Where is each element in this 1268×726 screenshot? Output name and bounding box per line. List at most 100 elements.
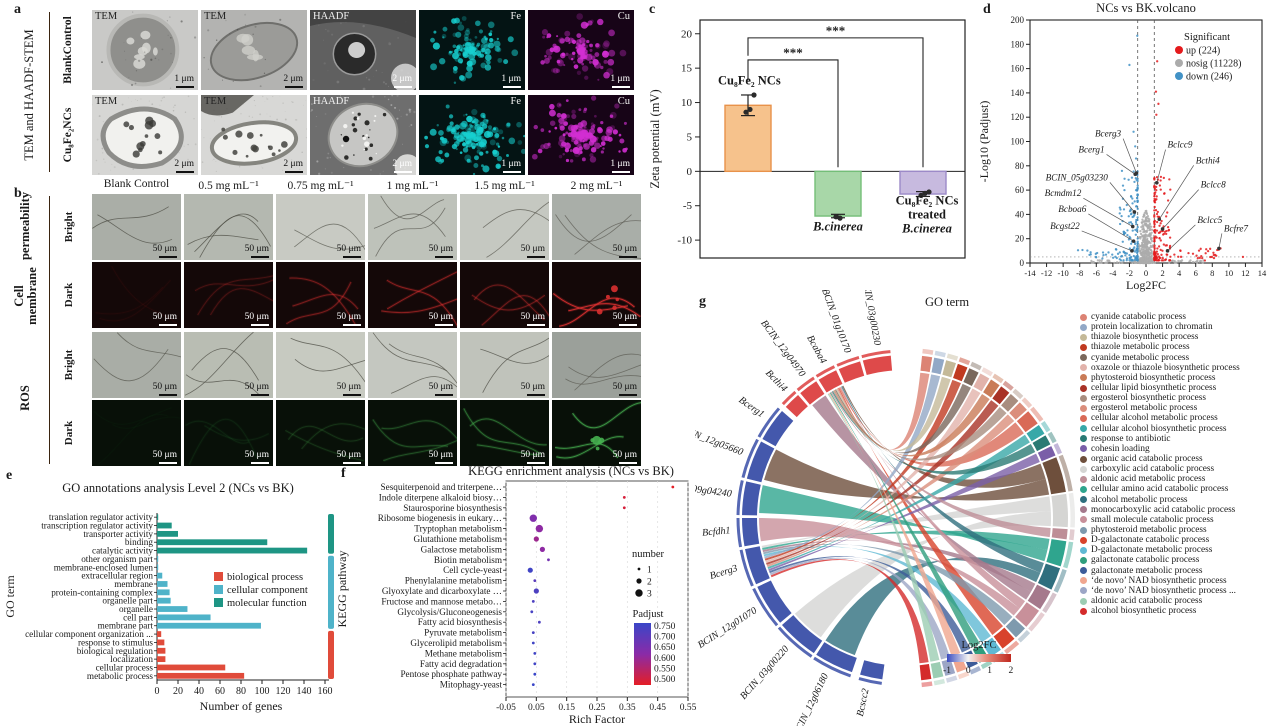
- go-legend-label: cyanide metabolic process: [1091, 352, 1190, 363]
- go-legend-label: galactonate catabolic process: [1091, 555, 1200, 566]
- svg-text:Pyruvate metabolism: Pyruvate metabolism: [424, 628, 502, 638]
- chord-gene-label: Bcthi4: [763, 368, 789, 394]
- svg-text:KEGG enrichment analysis (NCs: KEGG enrichment analysis (NCs vs BK): [468, 465, 674, 478]
- micro-image: 50 μm: [460, 262, 549, 328]
- scale-bar: 50 μm: [337, 312, 361, 326]
- column-header: 0.5 mg mL⁻¹: [198, 180, 259, 192]
- svg-text:Bclcc9: Bclcc9: [1168, 140, 1193, 150]
- svg-text:protein-containing complex: protein-containing complex: [51, 587, 153, 597]
- scale-bar-line: [435, 393, 453, 396]
- go-legend-item: protein localization to chromatin: [1080, 322, 1268, 332]
- svg-text:Bcmdm12: Bcmdm12: [1045, 188, 1082, 198]
- micro-image: HAADF 2 μm: [310, 10, 416, 90]
- micro-image: 50 μm: [92, 400, 181, 466]
- svg-text:140: 140: [1011, 88, 1025, 98]
- go-legend-item: D-galactonate metabolic process: [1080, 545, 1268, 555]
- svg-text:***: ***: [783, 45, 803, 60]
- svg-text:0.15: 0.15: [558, 703, 575, 713]
- go-legend-label: thiazole biosynthetic process: [1091, 332, 1199, 343]
- kegg-dot: [539, 546, 545, 552]
- chord-gene-label: BCIN_12g06180: [791, 672, 831, 726]
- go-legend-item: galactonate metabolic process: [1080, 566, 1268, 576]
- go-bar: [157, 547, 308, 554]
- svg-text:Bcthi4: Bcthi4: [1196, 155, 1220, 165]
- svg-text:extracellular region: extracellular region: [81, 571, 153, 581]
- volcano-plot: NCs vs BK.volcano02040608010012014016018…: [977, 1, 1267, 292]
- svg-text:up (224): up (224): [1186, 46, 1220, 57]
- chord-ribbon: [829, 392, 980, 648]
- go-bar: [157, 581, 168, 587]
- scale-bar: 50 μm: [521, 244, 545, 258]
- scale-bar: 50 μm: [337, 382, 361, 396]
- svg-text:GO annotations analysis Level: GO annotations analysis Level 2 (NCs vs …: [62, 481, 294, 495]
- micro-tag: Cu: [617, 11, 630, 22]
- panel-b-divider: [49, 196, 51, 464]
- svg-text:localization: localization: [110, 654, 153, 664]
- micrograph-bright: [276, 332, 365, 398]
- go-legend-label: cellular alcohol metabolic process: [1091, 413, 1218, 424]
- svg-text:0.700: 0.700: [654, 633, 676, 643]
- scale-text: 50 μm: [520, 382, 545, 392]
- scale-bar: 2 μm: [392, 74, 412, 88]
- scale-text: 50 μm: [612, 244, 637, 254]
- micro-image: TEM 2 μm: [201, 95, 307, 175]
- micrograph-dark-green: [276, 400, 365, 466]
- go-legend-dot-icon: [1080, 414, 1087, 422]
- chord-ribbon: [832, 390, 1007, 461]
- svg-text:80: 80: [1015, 161, 1025, 171]
- kegg-dot: [533, 652, 537, 655]
- panel-b-row-label: Bright: [63, 211, 76, 243]
- panel-g-letter: g: [699, 294, 706, 309]
- svg-text:organelle part: organelle part: [102, 596, 153, 606]
- chord-ribbon: [769, 557, 950, 660]
- micrograph-dark-green: [368, 400, 457, 466]
- micrograph-bright: [184, 332, 273, 398]
- scale-bar-line: [343, 255, 361, 258]
- micro-tag: TEM: [95, 96, 118, 107]
- go-legend-item: cellular alcohol metabolic process: [1080, 413, 1268, 423]
- go-bar: [157, 522, 172, 529]
- go-legend-label: cellular alcohol biosynthetic process: [1091, 423, 1227, 434]
- svg-text:organelle: organelle: [119, 604, 153, 614]
- scale-bar: 2 μm: [174, 159, 194, 173]
- svg-text:0.05: 0.05: [528, 703, 545, 713]
- micro-image: 50 μm: [276, 194, 365, 260]
- svg-text:Glycolysis/Gluconeogenesis: Glycolysis/Gluconeogenesis: [397, 607, 502, 617]
- go-legend-dot-icon: [1080, 496, 1087, 504]
- go-legend-label: D-galactonate catabolic process: [1091, 535, 1210, 546]
- scale-bar-line: [503, 170, 521, 173]
- svg-text:0: 0: [1020, 258, 1025, 268]
- micrograph-dark-green: [184, 400, 273, 466]
- go-bar: [157, 514, 159, 521]
- svg-text:0: 0: [966, 666, 971, 676]
- svg-text:nosig (11228): nosig (11228): [1186, 59, 1241, 70]
- panel-b-row-label: Dark: [63, 282, 76, 308]
- scale-bar-line: [343, 461, 361, 464]
- svg-text:160: 160: [1011, 64, 1025, 74]
- kegg-dot: [533, 662, 537, 666]
- go-legend-label: alcohol metabolic process: [1091, 494, 1188, 505]
- go-legend-dot-icon: [1080, 384, 1087, 392]
- micrograph-tem-round: [92, 10, 198, 90]
- svg-text:100: 100: [1011, 137, 1025, 147]
- kegg-dot: [622, 496, 626, 499]
- micro-image: 50 μm: [276, 262, 365, 328]
- svg-text:Staurosporine biosynthesis: Staurosporine biosynthesis: [403, 503, 502, 513]
- micro-image: 50 μm: [276, 400, 365, 466]
- go-legend-item: aldonic acid metabolic process: [1080, 474, 1268, 484]
- go-legend-dot-icon: [1080, 516, 1087, 524]
- go-legend-item: ergosterol biosynthetic process: [1080, 393, 1268, 403]
- panel-b-letter: b: [14, 186, 22, 201]
- go-bar: [157, 530, 178, 537]
- svg-text:0: 0: [1144, 268, 1148, 278]
- svg-text:Cell cycle-yeast: Cell cycle-yeast: [443, 565, 502, 575]
- go-legend-item: D-galactonate catabolic process: [1080, 535, 1268, 545]
- go-legend-dot-icon: [1080, 343, 1087, 351]
- svg-text:biological regulation: biological regulation: [77, 646, 154, 656]
- micrograph-map-cu2: [528, 95, 634, 175]
- svg-text:Bclcc8: Bclcc8: [1201, 180, 1226, 190]
- micro-image: 50 μm: [368, 262, 457, 328]
- svg-text:-10: -10: [677, 235, 692, 247]
- panel-a-divider: [49, 12, 51, 172]
- go-legend-label: oxazole or thiazole biosynthetic process: [1091, 362, 1240, 373]
